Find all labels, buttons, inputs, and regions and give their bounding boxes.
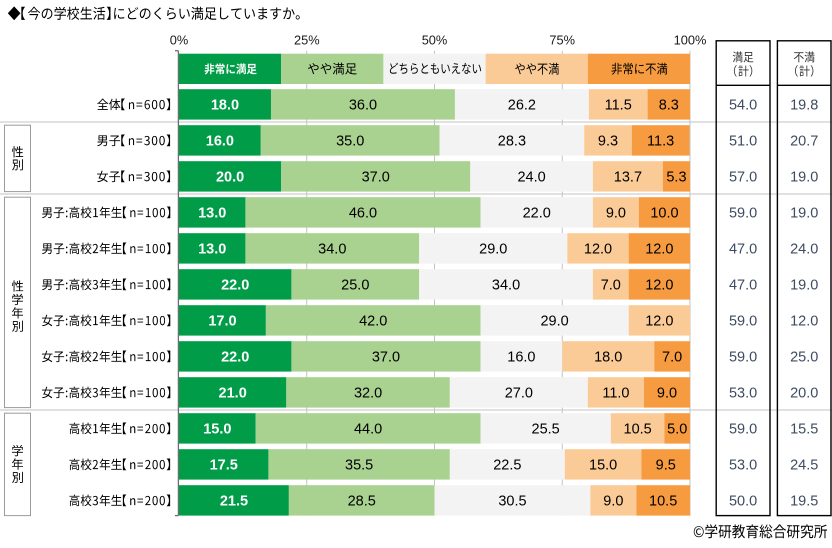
- svg-text:13.7: 13.7: [614, 169, 642, 185]
- svg-text:100%: 100%: [674, 32, 707, 47]
- svg-text:10.5: 10.5: [649, 493, 677, 509]
- svg-text:19.8: 19.8: [790, 97, 818, 113]
- svg-text:47.0: 47.0: [729, 277, 757, 293]
- svg-text:19.0: 19.0: [790, 169, 818, 185]
- svg-text:51.0: 51.0: [729, 133, 757, 149]
- svg-text:29.0: 29.0: [540, 313, 568, 329]
- svg-text:25.0: 25.0: [341, 277, 369, 293]
- svg-text:18.0: 18.0: [594, 349, 622, 365]
- svg-text:0%: 0%: [170, 32, 189, 47]
- svg-text:15.5: 15.5: [790, 421, 818, 437]
- svg-text:20.0: 20.0: [216, 169, 244, 185]
- svg-text:25.0: 25.0: [790, 349, 818, 365]
- svg-text:18.0: 18.0: [211, 97, 239, 113]
- svg-text:16.0: 16.0: [507, 349, 535, 365]
- svg-text:9.0: 9.0: [603, 493, 623, 509]
- svg-text:17.0: 17.0: [208, 313, 236, 329]
- svg-text:54.0: 54.0: [729, 97, 757, 113]
- svg-text:32.0: 32.0: [354, 385, 382, 401]
- svg-text:53.0: 53.0: [729, 385, 757, 401]
- svg-text:59.0: 59.0: [729, 313, 757, 329]
- svg-text:59.0: 59.0: [729, 205, 757, 221]
- svg-text:53.0: 53.0: [729, 457, 757, 473]
- svg-text:50%: 50%: [422, 32, 448, 47]
- svg-text:22.5: 22.5: [493, 457, 521, 473]
- svg-text:47.0: 47.0: [729, 241, 757, 257]
- svg-text:34.0: 34.0: [492, 277, 520, 293]
- svg-text:59.0: 59.0: [729, 349, 757, 365]
- svg-text:24.0: 24.0: [517, 169, 545, 185]
- svg-text:12.0: 12.0: [645, 241, 673, 257]
- svg-text:11.5: 11.5: [605, 97, 632, 113]
- svg-text:11.3: 11.3: [647, 133, 674, 149]
- svg-text:11.0: 11.0: [602, 385, 629, 401]
- svg-text:22.0: 22.0: [221, 349, 249, 365]
- svg-text:24.0: 24.0: [790, 241, 818, 257]
- svg-text:46.0: 46.0: [349, 205, 377, 221]
- svg-text:44.0: 44.0: [354, 421, 382, 437]
- svg-text:9.0: 9.0: [606, 205, 626, 221]
- svg-text:29.0: 29.0: [479, 241, 507, 257]
- svg-text:42.0: 42.0: [359, 313, 387, 329]
- svg-text:8.3: 8.3: [659, 97, 679, 113]
- svg-text:7.0: 7.0: [601, 277, 621, 293]
- svg-text:9.3: 9.3: [598, 133, 618, 149]
- svg-text:50.0: 50.0: [729, 493, 757, 509]
- svg-text:26.2: 26.2: [508, 97, 536, 113]
- svg-text:28.5: 28.5: [348, 493, 376, 509]
- svg-text:57.0: 57.0: [729, 169, 757, 185]
- svg-text:30.5: 30.5: [498, 493, 526, 509]
- svg-text:20.0: 20.0: [790, 385, 818, 401]
- svg-text:59.0: 59.0: [729, 421, 757, 437]
- svg-text:12.0: 12.0: [790, 313, 818, 329]
- svg-text:37.0: 37.0: [362, 169, 390, 185]
- svg-text:21.0: 21.0: [219, 385, 247, 401]
- svg-text:15.0: 15.0: [203, 421, 231, 437]
- svg-text:37.0: 37.0: [372, 349, 400, 365]
- svg-text:25.5: 25.5: [532, 421, 560, 437]
- svg-text:12.0: 12.0: [645, 313, 673, 329]
- svg-text:21.5: 21.5: [220, 493, 248, 509]
- svg-text:12.0: 12.0: [645, 277, 673, 293]
- svg-text:20.7: 20.7: [790, 133, 818, 149]
- svg-text:35.0: 35.0: [336, 133, 364, 149]
- svg-text:5.3: 5.3: [666, 169, 686, 185]
- svg-text:9.5: 9.5: [656, 457, 676, 473]
- svg-text:7.0: 7.0: [662, 349, 682, 365]
- svg-text:9.0: 9.0: [657, 385, 677, 401]
- svg-text:13.0: 13.0: [198, 205, 226, 221]
- svg-text:10.0: 10.0: [650, 205, 678, 221]
- svg-text:36.0: 36.0: [349, 97, 377, 113]
- svg-text:12.0: 12.0: [584, 241, 612, 257]
- svg-text:17.5: 17.5: [210, 457, 238, 473]
- svg-text:75%: 75%: [549, 32, 575, 47]
- svg-text:19.5: 19.5: [790, 493, 818, 509]
- svg-text:22.0: 22.0: [221, 277, 249, 293]
- svg-text:28.3: 28.3: [498, 133, 526, 149]
- svg-text:19.0: 19.0: [790, 277, 818, 293]
- svg-text:24.5: 24.5: [790, 457, 818, 473]
- svg-text:5.0: 5.0: [667, 421, 687, 437]
- svg-text:25%: 25%: [294, 32, 320, 47]
- svg-text:16.0: 16.0: [206, 133, 234, 149]
- svg-text:10.5: 10.5: [624, 421, 652, 437]
- svg-text:19.0: 19.0: [790, 205, 818, 221]
- svg-text:35.5: 35.5: [345, 457, 373, 473]
- svg-text:34.0: 34.0: [318, 241, 346, 257]
- svg-text:13.0: 13.0: [198, 241, 226, 257]
- svg-text:27.0: 27.0: [505, 385, 533, 401]
- svg-text:15.0: 15.0: [589, 457, 617, 473]
- svg-text:22.0: 22.0: [523, 205, 551, 221]
